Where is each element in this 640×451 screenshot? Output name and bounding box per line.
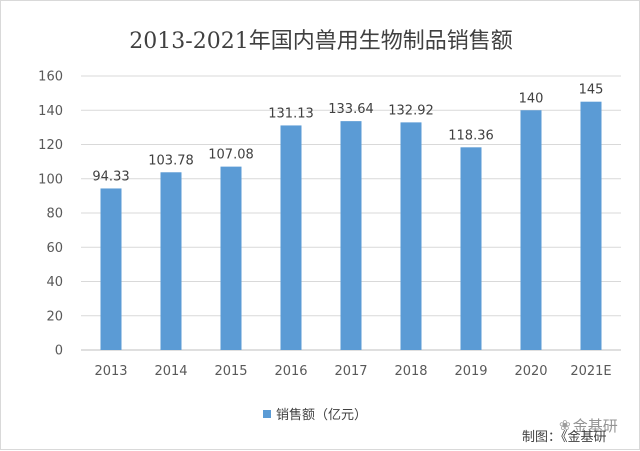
- x-tick-label: 2018: [394, 364, 427, 379]
- x-tick-label: 2020: [514, 364, 547, 379]
- y-tick-label: 120: [38, 138, 63, 153]
- chart-title: 2013-2021年国内兽用生物制品销售额: [129, 29, 513, 54]
- bar: [160, 172, 182, 350]
- watermark: ❀ 金基研: [559, 415, 618, 436]
- legend-label: 销售额（亿元）: [276, 408, 368, 423]
- bar: [220, 166, 242, 350]
- legend: 销售额（亿元）: [263, 404, 367, 423]
- x-tick-label: 2016: [274, 364, 307, 379]
- bar: [340, 121, 362, 350]
- x-tick-label: 2021E: [570, 364, 611, 379]
- data-label: 140: [519, 91, 544, 106]
- data-label: 133.64: [328, 102, 374, 117]
- data-label: 132.92: [388, 103, 434, 118]
- data-label: 103.78: [148, 153, 194, 168]
- watermark-text: 金基研: [572, 417, 618, 435]
- bar: [280, 125, 302, 350]
- bar: [460, 147, 482, 350]
- data-label: 107.08: [208, 148, 254, 163]
- credit-text: 制图：《金基研: [522, 430, 607, 445]
- y-tick-label: 20: [46, 309, 63, 324]
- legend-swatch: [263, 409, 271, 418]
- bar: [400, 122, 422, 350]
- data-label: 131.13: [268, 106, 314, 121]
- y-tick-label: 60: [46, 241, 63, 256]
- bar: [580, 101, 602, 350]
- y-tick-label: 160: [38, 70, 63, 85]
- x-tick-label: 2013: [94, 364, 127, 379]
- y-tick-label: 40: [46, 275, 63, 290]
- y-tick-label: 0: [55, 344, 63, 359]
- watermark-icon: ❀: [559, 417, 571, 434]
- y-tick-label: 140: [38, 104, 63, 119]
- x-tick-label: 2014: [154, 364, 187, 379]
- data-label: 94.33: [92, 169, 129, 184]
- x-tick-label: 2015: [214, 364, 247, 379]
- y-tick-label: 100: [38, 172, 63, 187]
- y-tick-label: 80: [46, 207, 63, 222]
- data-label: 118.36: [448, 128, 494, 143]
- x-tick-label: 2019: [454, 364, 487, 379]
- data-label: 145: [579, 83, 604, 98]
- x-tick-label: 2017: [334, 364, 367, 379]
- bar: [100, 188, 122, 350]
- bar: [520, 110, 542, 350]
